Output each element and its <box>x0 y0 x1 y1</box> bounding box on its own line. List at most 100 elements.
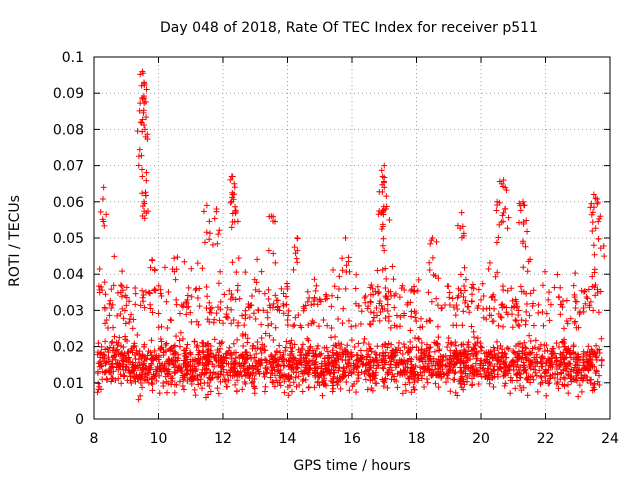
data-point <box>158 338 165 345</box>
data-point <box>504 344 511 351</box>
data-point <box>110 368 117 375</box>
data-point <box>591 386 598 393</box>
data-point <box>503 309 510 316</box>
data-point <box>337 345 344 352</box>
data-point <box>419 358 426 365</box>
data-point <box>204 341 211 348</box>
data-point <box>336 364 343 371</box>
data-point <box>313 345 320 352</box>
data-point <box>253 350 260 357</box>
data-point <box>224 383 231 390</box>
data-point <box>393 312 400 319</box>
data-point <box>149 257 156 264</box>
data-point <box>355 357 362 364</box>
data-point <box>396 294 403 301</box>
data-point <box>507 377 514 384</box>
data-point <box>188 293 195 300</box>
data-point <box>389 371 396 378</box>
data-point <box>358 308 365 315</box>
data-point <box>317 298 324 305</box>
data-point <box>117 371 124 378</box>
data-point <box>553 380 560 387</box>
data-point <box>240 365 247 372</box>
data-point <box>521 202 528 209</box>
data-point <box>478 296 484 303</box>
data-point <box>367 321 374 328</box>
data-point <box>230 340 237 347</box>
data-point <box>147 349 154 356</box>
data-point <box>142 192 149 199</box>
data-point <box>480 305 487 312</box>
data-point <box>471 334 478 341</box>
data-point <box>280 351 287 358</box>
data-point <box>511 303 518 310</box>
data-point <box>504 287 511 294</box>
data-point <box>99 196 106 203</box>
data-point <box>357 347 364 354</box>
data-point <box>184 356 191 363</box>
data-point <box>201 380 208 387</box>
data-point <box>232 381 239 388</box>
x-tick-label: 20 <box>472 431 490 447</box>
data-point <box>499 212 506 219</box>
data-point <box>587 380 594 387</box>
data-point <box>126 358 133 365</box>
data-point <box>176 378 183 385</box>
data-point <box>594 378 601 385</box>
data-point <box>108 305 115 312</box>
data-point <box>594 347 601 354</box>
data-point <box>348 362 355 369</box>
x-axis-title: GPS time / hours <box>293 458 410 474</box>
data-point <box>119 305 126 312</box>
data-point <box>417 369 424 376</box>
data-point <box>337 385 344 392</box>
data-point <box>192 357 199 364</box>
data-point <box>191 374 198 381</box>
data-point <box>224 314 231 321</box>
data-point <box>192 392 199 399</box>
data-point <box>563 297 570 304</box>
data-point <box>310 301 317 308</box>
data-point <box>591 204 598 211</box>
data-point <box>325 355 332 362</box>
data-point <box>143 177 150 184</box>
data-point <box>490 318 497 325</box>
data-point <box>522 366 529 373</box>
data-point <box>384 371 391 378</box>
data-point <box>457 359 464 366</box>
data-point <box>444 343 451 350</box>
data-point <box>157 290 164 297</box>
data-point <box>255 368 262 375</box>
data-point <box>353 378 360 385</box>
data-point <box>283 338 290 345</box>
data-point <box>394 349 401 356</box>
data-point <box>101 352 108 359</box>
data-point <box>455 292 462 299</box>
data-point <box>556 344 563 351</box>
data-point <box>590 242 597 249</box>
data-point <box>360 339 367 346</box>
data-point <box>501 350 508 357</box>
data-point <box>494 269 501 276</box>
data-point <box>495 322 502 329</box>
data-point <box>263 369 270 376</box>
data-point <box>523 375 530 382</box>
data-point <box>411 386 418 393</box>
data-point <box>335 285 342 292</box>
data-point <box>184 378 191 385</box>
data-point <box>94 370 101 377</box>
data-point <box>204 353 211 360</box>
data-point <box>180 376 187 383</box>
y-tick-label: 0 <box>75 412 84 428</box>
data-point <box>324 322 331 329</box>
data-point <box>216 317 223 324</box>
data-point <box>452 342 459 349</box>
data-point <box>567 361 574 368</box>
data-point <box>547 373 554 380</box>
data-point <box>575 393 582 400</box>
data-point <box>498 314 505 321</box>
data-point <box>135 153 142 160</box>
data-point <box>543 392 550 399</box>
data-point <box>267 353 274 360</box>
data-point <box>368 385 375 392</box>
